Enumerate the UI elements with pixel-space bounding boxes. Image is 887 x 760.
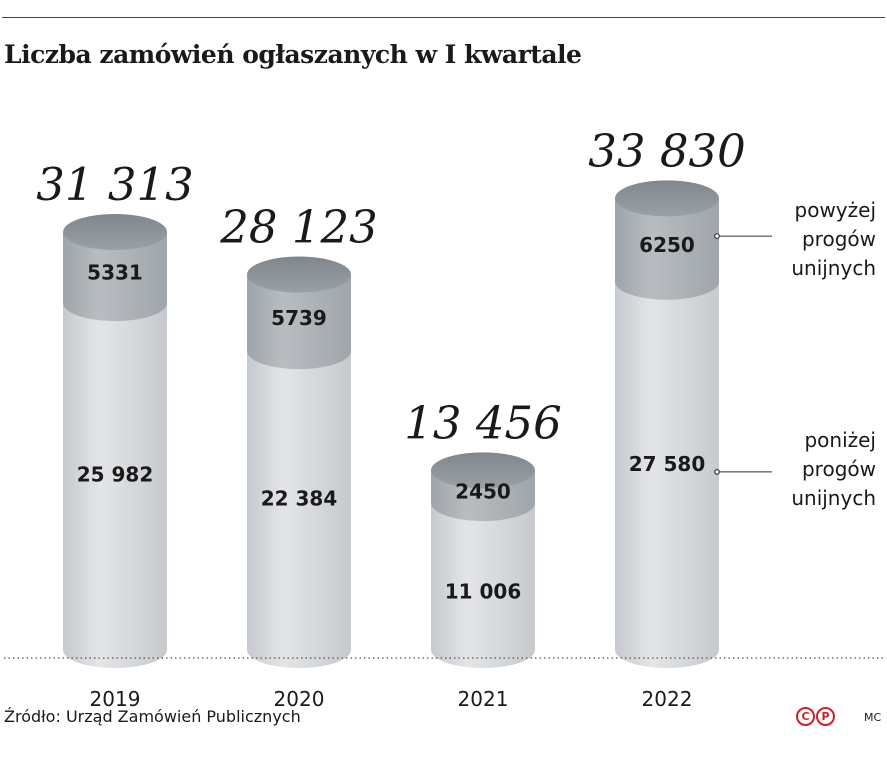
total-label-2019: 31 313 — [36, 158, 193, 211]
bar-top-cap-2020 — [247, 256, 351, 293]
total-label-2021: 13 456 — [404, 396, 561, 449]
bar-top-cap-2021 — [431, 452, 535, 489]
value-label-above-2019: 5331 — [87, 261, 143, 285]
bar-segment-below-2019 — [63, 303, 167, 668]
bar-segment-above-2022 — [615, 198, 719, 300]
value-label-above-2021: 2450 — [455, 480, 511, 504]
bar-top-cap-2019 — [63, 213, 167, 250]
value-label-below-2021: 11 006 — [445, 580, 522, 604]
total-label-2022: 33 830 — [588, 124, 745, 177]
value-label-above-2020: 5739 — [271, 306, 327, 330]
bar-segment-below-2020 — [247, 351, 351, 668]
legend-pointer-dot-below — [714, 469, 720, 475]
chart-title: Liczba zamówień ogłaszanych w I kwartale — [4, 40, 582, 69]
legend-text-below-2: unijnych — [791, 486, 876, 510]
legend-text-above-2: unijnych — [791, 256, 876, 280]
author-credit: MC — [864, 711, 882, 724]
top-rule — [2, 17, 885, 18]
total-label-2020: 28 123 — [219, 201, 377, 254]
publisher-logo: C P — [796, 707, 840, 729]
bar-top-cap-2022 — [615, 180, 719, 217]
bar-segment-below-2021 — [431, 503, 535, 668]
value-label-below-2022: 27 580 — [629, 452, 706, 476]
legend-text-above-0: powyżej — [795, 198, 876, 222]
bars-layer — [63, 180, 719, 668]
legend-text-below-1: progów — [802, 457, 876, 481]
labels-layer: 5331 25 982 31 313 2019 5739 22 384 28 123 2020… — [36, 124, 745, 711]
bar-segment-above-2020 — [247, 274, 351, 370]
legend-layer: powyżej progów unijnych poniżej progów unijny… — [714, 198, 876, 510]
category-label-2020: 2020 — [274, 687, 325, 711]
value-label-below-2019: 25 982 — [77, 463, 154, 487]
category-label-2021: 2021 — [458, 687, 509, 711]
legend-text-above-1: progów — [802, 227, 876, 251]
legend-text-below-0: poniżej — [804, 428, 876, 452]
logo-letter-c: C — [796, 707, 815, 726]
legend-pointer-dot-above — [714, 233, 720, 239]
source-note: Źródło: Urząd Zamówień Publicznych — [4, 707, 301, 726]
bar-segment-above-2019 — [63, 231, 167, 322]
bar-segment-below-2022 — [615, 281, 719, 668]
value-label-below-2020: 22 384 — [261, 487, 338, 511]
category-label-2022: 2022 — [642, 687, 693, 711]
category-label-2019: 2019 — [90, 687, 141, 711]
logo-letter-p: P — [816, 707, 835, 726]
value-label-above-2022: 6250 — [639, 233, 695, 257]
